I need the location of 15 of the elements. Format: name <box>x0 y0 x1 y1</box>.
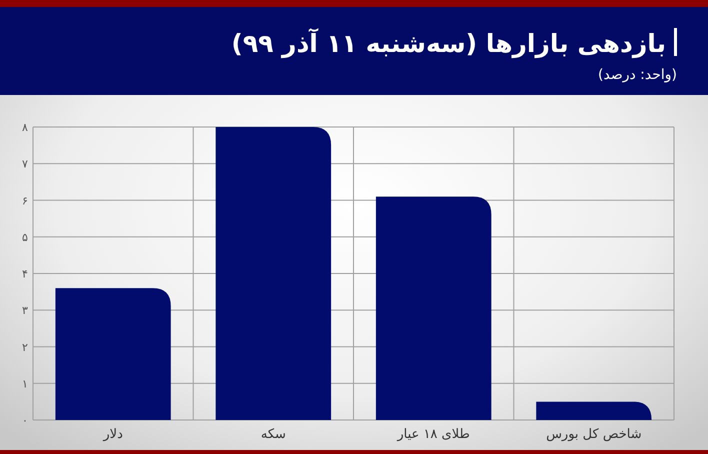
y-tick-label: ۰ <box>22 414 28 427</box>
x-tick-label: دلار <box>102 427 124 442</box>
y-tick-label: ۲ <box>22 340 28 354</box>
x-tick-label: سکه <box>260 427 286 442</box>
chart-subtitle: (واحد: درصد) <box>598 67 677 83</box>
y-tick-label: ۵ <box>22 230 28 244</box>
y-tick-label: ۱ <box>22 377 28 390</box>
y-tick-label: ۷ <box>22 158 28 171</box>
chart-title: بازدهی بازارها (سه‌شنبه ۱۱ آذر ۹۹) <box>231 28 666 59</box>
y-tick-label: ۳ <box>22 304 28 318</box>
x-tick-label: طلای ۱۸ عیار <box>396 427 470 442</box>
y-tick-label: ۸ <box>22 121 28 134</box>
y-tick-label: ۶ <box>22 194 28 208</box>
x-tick-label: شاخص کل بورس <box>546 427 642 442</box>
y-tick-label: ۴ <box>22 268 28 280</box>
